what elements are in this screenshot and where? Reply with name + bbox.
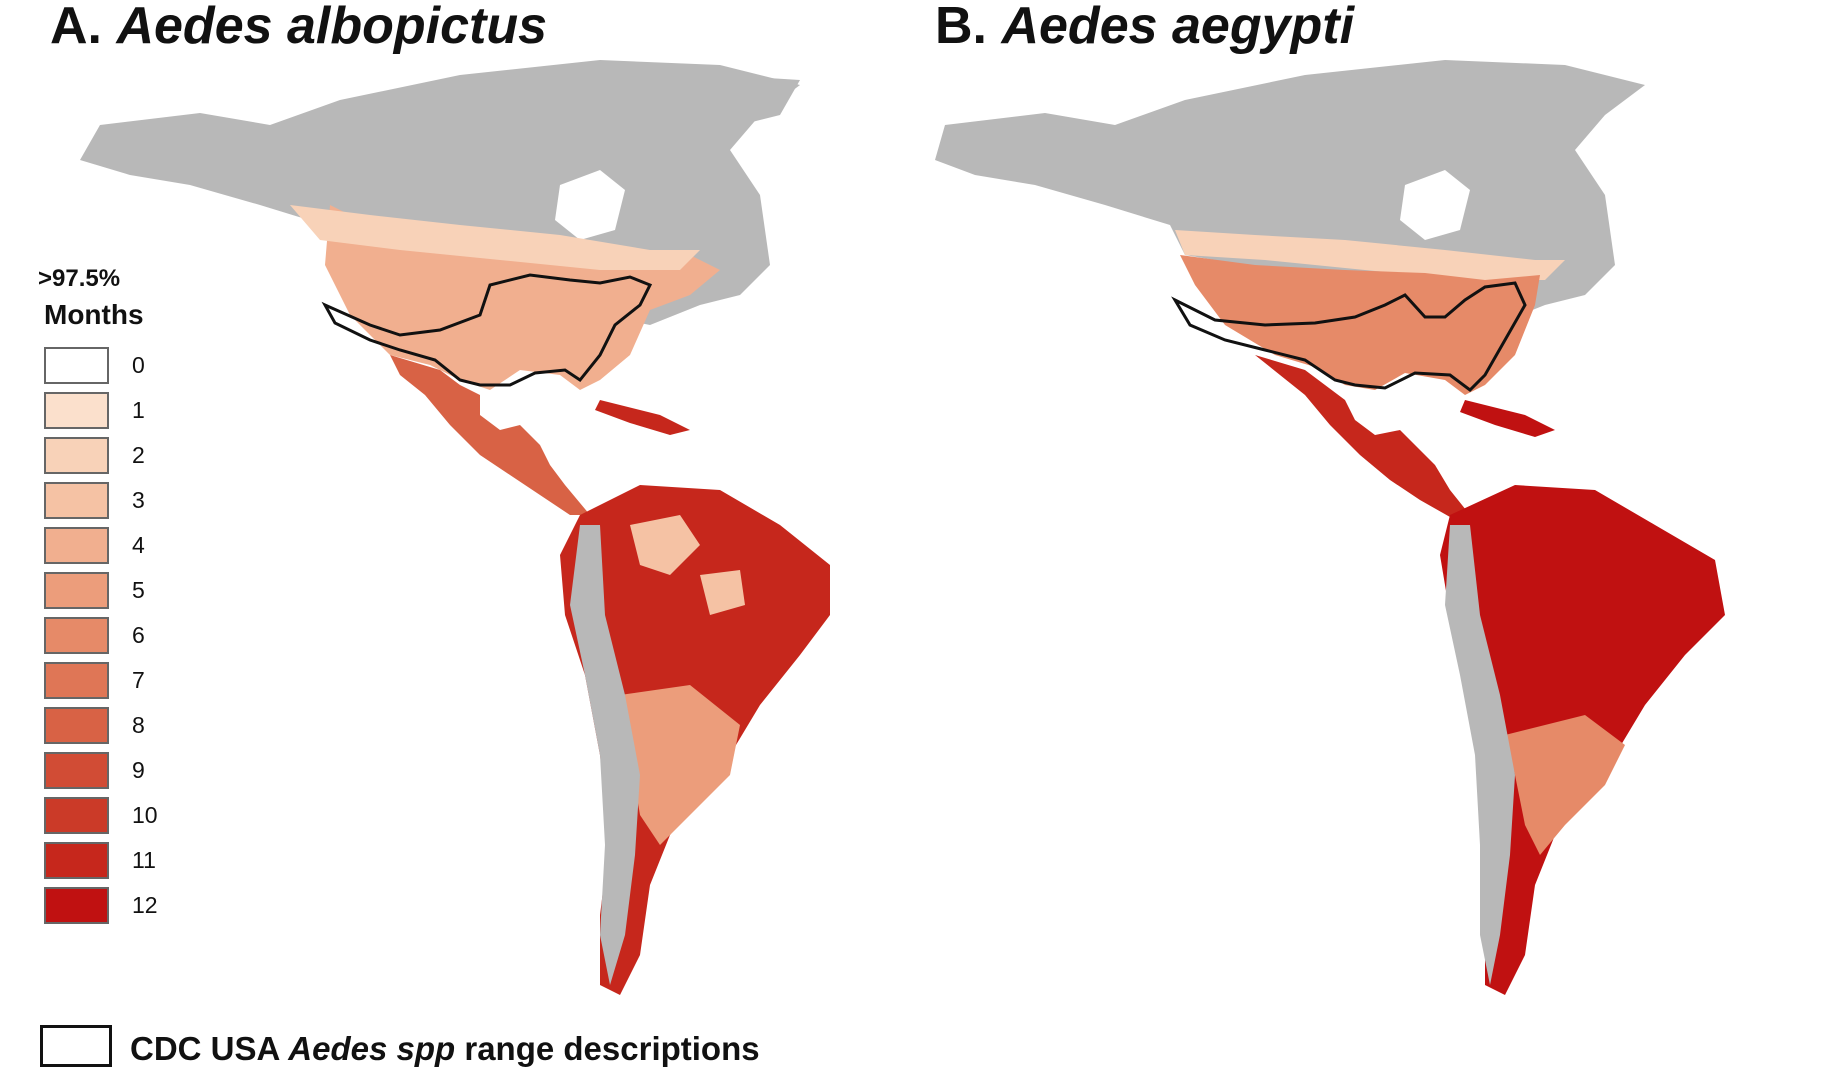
legend-swatch [44,842,109,879]
canada-low-suitability [1175,230,1565,280]
andes-gray [570,525,640,985]
legend-heading-percentile: >97.5% [38,265,121,292]
legend-label: 5 [132,577,145,603]
panel-a-title: A. Aedes albopictus [50,0,547,52]
legend-item: 8 [44,707,244,747]
hudson-bay [555,170,625,240]
legend-heading-months: Months [44,299,144,330]
cdc-range-label: CDC USA Aedes spp range descriptions [130,1030,760,1068]
legend-item: 1 [44,392,244,432]
legend-label: 2 [132,442,145,468]
legend-label: 11 [132,847,156,873]
caribbean-islands [1460,400,1555,437]
legend-label: 10 [132,802,158,828]
legend-item: 2 [44,437,244,477]
cdc-range-outline [1171,281,1527,392]
legend-swatch [44,797,109,834]
cdc-range-outline [321,273,653,387]
mexico-central-america [390,355,590,515]
greenland-arctic-land [640,75,800,125]
cdc-range-swatch [40,1025,112,1067]
amazon-low-patches [630,515,745,615]
panel-b-prefix: B. [935,0,987,55]
legend-item: 3 [44,482,244,522]
legend-label: 9 [132,757,145,783]
legend-item: 5 [44,572,244,612]
legend-label: 7 [132,667,145,693]
caribbean-islands [595,400,690,435]
panel-b-species: Aedes aegypti [1001,0,1355,55]
legend-swatch [44,392,109,429]
legend-label: 3 [132,487,145,513]
cdc-prefix: CDC USA [130,1030,280,1067]
legend-label: 0 [132,352,145,378]
legend-label: 12 [132,892,158,918]
canada-low-suitability [290,205,700,270]
legend-label: 4 [132,532,145,558]
legend-swatch [44,572,109,609]
hudson-bay [1400,170,1470,240]
legend-swatch [44,752,109,789]
legend-item: 7 [44,662,244,702]
panel-a-species: Aedes albopictus [116,0,548,55]
legend-swatch [44,887,109,924]
legend-swatch [44,527,109,564]
legend-label: 6 [132,622,145,648]
legend-item: 12 [44,887,244,927]
legend-item: 4 [44,527,244,567]
map-aedes-albopictus [80,60,830,995]
panel-a-prefix: A. [50,0,102,55]
map-aedes-aegypti [935,60,1725,995]
legend-swatch [44,662,109,699]
legend-swatch [44,437,109,474]
legend-swatch [44,707,109,744]
legend-item: 0 [44,347,244,387]
southern-cone-suitability [1505,715,1625,855]
legend-item: 9 [44,752,244,792]
legend-item: 11 [44,842,244,882]
legend-item: 6 [44,617,244,657]
legend-swatch [44,617,109,654]
legend-label: 8 [132,712,145,738]
cdc-range-legend: CDC USA Aedes spp range descriptions [40,1025,860,1071]
legend-swatch [44,347,109,384]
legend-label: 1 [132,397,145,423]
cdc-italic: Aedes spp [288,1030,456,1067]
legend-swatch [44,482,109,519]
mexico-central-america [1255,355,1470,517]
legend-item: 10 [44,797,244,837]
cdc-suffix: range descriptions [464,1030,760,1067]
panel-b-title: B. Aedes aegypti [935,0,1354,52]
southern-cone-suitability [620,685,740,845]
usa-suitability [1180,255,1540,395]
andes-gray [1445,525,1515,985]
